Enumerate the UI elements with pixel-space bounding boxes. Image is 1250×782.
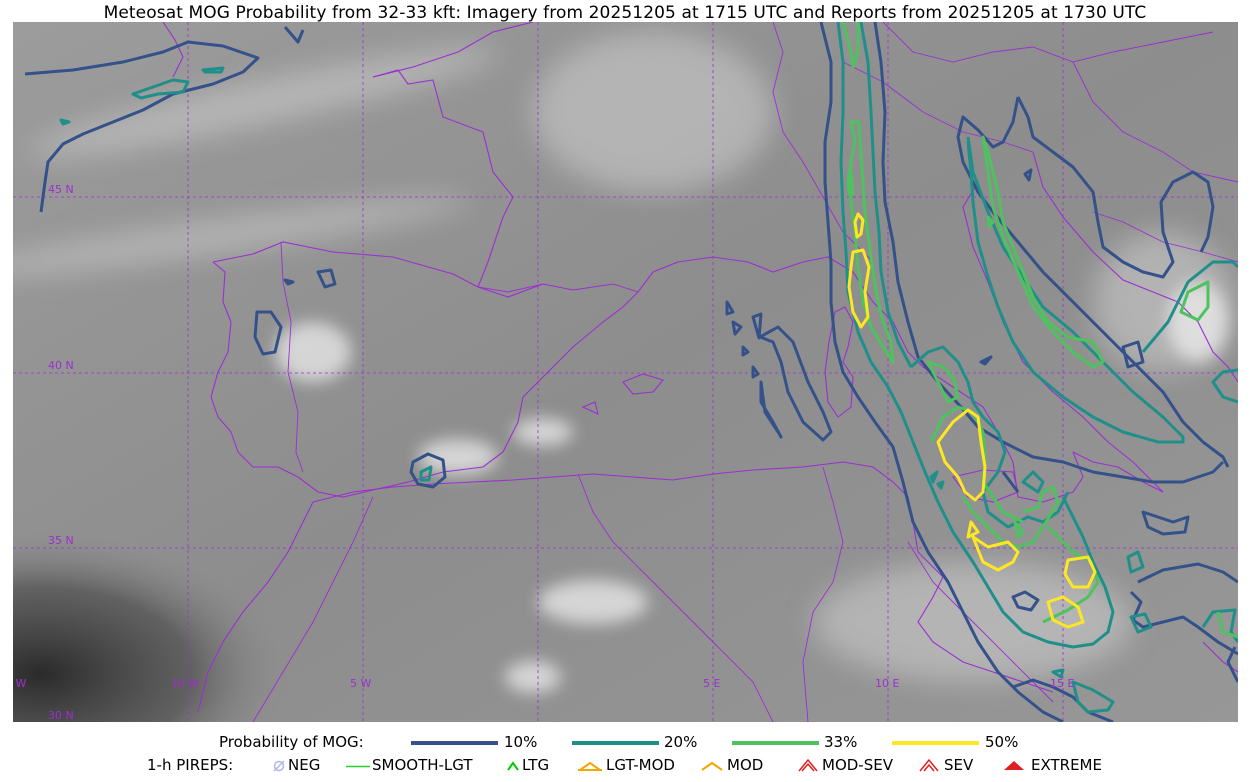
swatch-10-percent xyxy=(411,741,498,745)
lon-label-15e: 15 E xyxy=(1050,677,1074,690)
contour-50-percent xyxy=(847,212,1097,629)
legend-sev-label: SEV xyxy=(944,756,974,774)
legend-neg-label: NEG xyxy=(288,756,321,774)
mod-sev-icon xyxy=(798,758,818,772)
contour-20-percent xyxy=(59,22,1238,714)
swatch-20-percent xyxy=(572,741,659,745)
probability-legend: Probability of MOG: 10% 20% 33% 50% xyxy=(0,732,1250,754)
country-borders xyxy=(252,22,1238,722)
legend-33-percent-label: 33% xyxy=(824,733,858,751)
legend-lgt-mod-label: LGT-MOD xyxy=(606,756,675,774)
swatch-50-percent xyxy=(892,741,979,745)
legend-smooth-lgt-label: SMOOTH-LGT xyxy=(372,756,473,774)
lon-label-5e: 5 E xyxy=(703,677,720,690)
swatch-33-percent xyxy=(732,741,819,745)
lgt-mod-icon xyxy=(578,761,602,771)
lat-label-45n: 45 N xyxy=(48,183,74,196)
legend-50-percent-label: 50% xyxy=(985,733,1019,751)
legend-10-percent-label: 10% xyxy=(504,733,538,751)
figure-title: Meteosat MOG Probability from 32-33 kft:… xyxy=(103,3,1147,23)
legend-mod-label: MOD xyxy=(727,756,764,774)
lon-label-15w: 15 W xyxy=(13,677,26,690)
lon-label-10e: 10 E xyxy=(875,677,899,690)
neg-icon xyxy=(273,760,285,772)
lat-label-30n: 30 N xyxy=(48,709,74,722)
lat-label-35n: 35 N xyxy=(48,534,74,547)
grid-labels: 45 N 40 N 35 N 30 N 15 W 10 W 5 W 5 E 10… xyxy=(13,183,1074,722)
lon-label-10w: 10 W xyxy=(171,677,199,690)
pireps-legend-label: 1-h PIREPS: xyxy=(147,756,234,774)
legend-20-percent-label: 20% xyxy=(664,733,698,751)
probability-legend-label: Probability of MOG: xyxy=(219,733,364,751)
legend-mod-sev-label: MOD-SEV xyxy=(822,756,893,774)
satellite-map: 45 N 40 N 35 N 30 N 15 W 10 W 5 W 5 E 10… xyxy=(13,22,1238,722)
lon-label-5w: 5 W xyxy=(350,677,371,690)
lat-label-40n: 40 N xyxy=(48,359,74,372)
smooth-lgt-icon xyxy=(346,765,370,768)
mod-icon xyxy=(701,761,723,771)
sev-icon xyxy=(919,758,939,772)
ltg-icon xyxy=(507,761,519,771)
pireps-legend: 1-h PIREPS: NEG SMOOTH-LGT LTG LGT-MOD M… xyxy=(0,755,1250,777)
legend-ltg-label: LTG xyxy=(522,756,550,774)
legend-extreme-label: EXTREME xyxy=(1031,756,1102,774)
extreme-icon xyxy=(1004,761,1024,770)
